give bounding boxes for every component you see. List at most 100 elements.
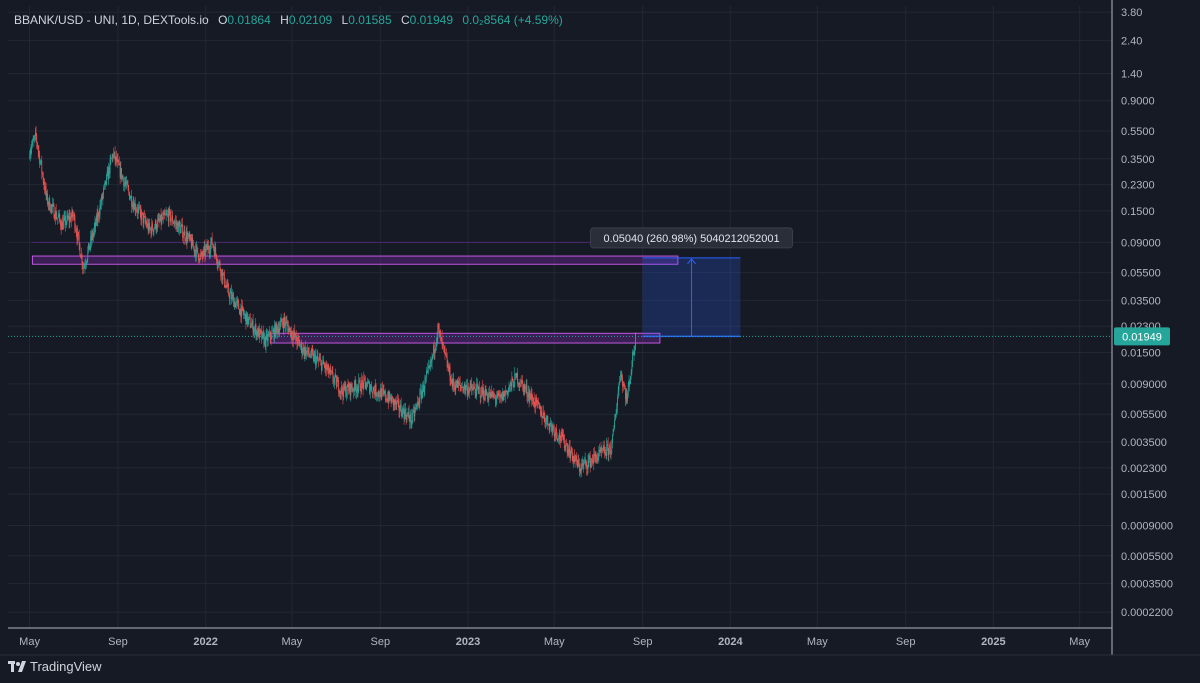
- candle-body: [194, 249, 196, 252]
- tradingview-logo-icon: [8, 660, 26, 673]
- candle-body: [404, 408, 406, 419]
- chart-grid: [8, 6, 1112, 628]
- candle-body: [288, 328, 290, 333]
- candle-body: [246, 312, 248, 324]
- candle-body: [497, 392, 499, 394]
- candle-body: [439, 331, 441, 333]
- candle-body: [277, 326, 278, 333]
- candle-body: [543, 412, 544, 418]
- candle-body: [312, 351, 314, 353]
- candle-body: [138, 207, 140, 209]
- candle-body: [518, 383, 520, 385]
- candle-body: [315, 358, 317, 366]
- candle-body: [181, 224, 183, 226]
- candle-body: [631, 366, 633, 372]
- candle-body: [185, 232, 187, 241]
- candle-body: [428, 366, 430, 367]
- candle-body: [623, 384, 625, 387]
- candle-body: [51, 205, 53, 207]
- candle-body: [306, 350, 308, 352]
- candle-body: [282, 323, 283, 325]
- candle-body: [327, 364, 329, 369]
- candle-body: [93, 232, 94, 237]
- candle-body: [367, 382, 369, 384]
- candle-body: [249, 317, 251, 328]
- candle-body: [496, 397, 498, 400]
- x-tick-label: Sep: [108, 636, 128, 648]
- last-price-box: [1114, 327, 1170, 346]
- candle-body: [238, 302, 240, 310]
- candle-body: [356, 389, 358, 392]
- candle-body: [198, 260, 200, 261]
- symbol-label[interactable]: BBANK/USD - UNI, 1D, DEXTools.io: [14, 13, 209, 27]
- candle-body: [556, 433, 558, 439]
- candle-body: [100, 204, 102, 206]
- candle-body: [590, 460, 592, 467]
- tradingview-brand[interactable]: TradingView: [8, 659, 102, 674]
- candle-body: [262, 331, 263, 339]
- candle-body: [405, 416, 407, 421]
- candle-body: [300, 343, 302, 347]
- candle-body: [290, 327, 291, 337]
- candle-body: [62, 221, 64, 230]
- candle-body: [67, 215, 69, 219]
- candle-body: [435, 341, 437, 347]
- candle-body: [315, 354, 317, 366]
- candle-body: [510, 382, 512, 387]
- candle-body: [180, 227, 181, 234]
- candle-body: [193, 246, 194, 247]
- candle-body: [550, 423, 552, 425]
- candle-body: [558, 432, 560, 440]
- candle-body: [586, 468, 588, 470]
- candle-body: [264, 337, 266, 347]
- candle-body: [418, 401, 419, 406]
- candle-body: [108, 167, 110, 174]
- candle-body: [198, 253, 199, 261]
- candle-body: [480, 396, 482, 398]
- candle-body: [283, 317, 285, 329]
- candle-body: [442, 342, 444, 345]
- candle-body: [337, 380, 339, 382]
- candle-body: [222, 273, 224, 280]
- candle-body: [479, 388, 481, 398]
- candle-body: [190, 234, 191, 241]
- candle-body: [299, 341, 301, 348]
- candle-body: [621, 374, 623, 378]
- candle-body: [154, 227, 156, 229]
- candle-body: [502, 391, 503, 401]
- candle-body: [129, 198, 131, 200]
- candle-body: [304, 347, 306, 356]
- candle-body: [611, 443, 613, 453]
- support-zone-lower: [269, 332, 661, 344]
- candle-body: [438, 324, 439, 329]
- candle-body: [262, 331, 264, 334]
- candle-body: [177, 223, 179, 232]
- candle-body: [128, 187, 130, 193]
- candle-body: [211, 237, 213, 245]
- candle-body: [423, 384, 424, 392]
- candle-body: [392, 396, 393, 398]
- candle-body: [202, 255, 204, 257]
- candle-body: [363, 377, 365, 389]
- candle-body: [285, 321, 286, 326]
- x-tick-label: Sep: [371, 636, 391, 648]
- candle-body: [300, 346, 301, 348]
- candle-body: [109, 159, 111, 174]
- candle-body: [297, 337, 299, 345]
- candle-body: [257, 330, 258, 336]
- candle-body: [231, 295, 233, 300]
- candle-body: [365, 382, 367, 389]
- candle-body: [204, 246, 206, 256]
- candle-body: [545, 419, 547, 424]
- candle-body: [615, 413, 617, 418]
- candle-body: [540, 405, 541, 416]
- candle-body: [377, 391, 379, 396]
- candle-body: [528, 392, 530, 401]
- candle-body: [608, 448, 610, 456]
- measure-label-box: [590, 227, 794, 249]
- candle-body: [213, 248, 215, 256]
- candle-body: [504, 391, 506, 396]
- candle-body: [271, 331, 273, 339]
- candle-body: [382, 389, 384, 391]
